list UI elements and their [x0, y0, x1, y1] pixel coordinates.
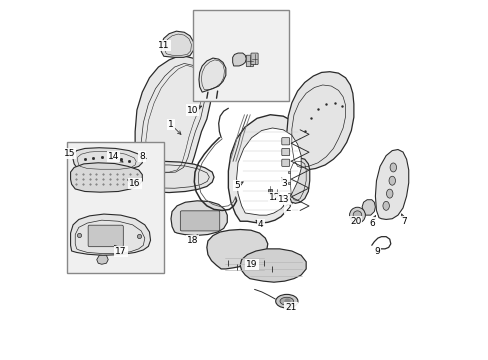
Text: 4: 4: [257, 220, 263, 229]
Polygon shape: [375, 149, 408, 220]
Circle shape: [349, 207, 365, 223]
FancyBboxPatch shape: [67, 142, 163, 273]
Text: 14: 14: [108, 152, 119, 161]
Ellipse shape: [389, 163, 396, 172]
Polygon shape: [206, 229, 267, 269]
Ellipse shape: [275, 294, 297, 308]
Ellipse shape: [386, 189, 392, 198]
Circle shape: [352, 211, 361, 220]
Text: 20: 20: [349, 217, 361, 226]
Polygon shape: [129, 161, 214, 193]
FancyBboxPatch shape: [281, 159, 289, 166]
Polygon shape: [97, 255, 108, 264]
Polygon shape: [286, 158, 309, 203]
Text: 12: 12: [269, 193, 280, 202]
FancyBboxPatch shape: [281, 148, 289, 156]
Text: 11: 11: [158, 41, 169, 50]
Text: 7: 7: [400, 217, 406, 226]
Text: 2: 2: [285, 204, 290, 213]
Text: 9: 9: [373, 247, 379, 256]
Text: 1: 1: [168, 120, 174, 129]
FancyBboxPatch shape: [88, 225, 123, 247]
Polygon shape: [362, 200, 375, 215]
Polygon shape: [286, 72, 353, 170]
Ellipse shape: [388, 176, 395, 185]
Polygon shape: [171, 201, 227, 235]
FancyBboxPatch shape: [192, 10, 289, 101]
FancyBboxPatch shape: [246, 55, 253, 67]
Text: 15: 15: [63, 149, 75, 158]
Polygon shape: [70, 214, 150, 255]
Text: 19: 19: [245, 260, 257, 269]
FancyBboxPatch shape: [250, 53, 258, 64]
Ellipse shape: [280, 297, 293, 305]
Text: 13: 13: [277, 195, 288, 204]
Text: 16: 16: [129, 179, 141, 188]
Polygon shape: [240, 249, 305, 282]
Polygon shape: [70, 163, 142, 192]
Text: 8: 8: [139, 152, 145, 161]
Text: 10: 10: [186, 105, 198, 114]
Polygon shape: [228, 115, 308, 223]
Polygon shape: [199, 58, 225, 92]
Text: 17: 17: [115, 247, 126, 256]
Polygon shape: [232, 53, 246, 66]
Polygon shape: [135, 56, 210, 177]
Polygon shape: [161, 31, 193, 57]
Text: 18: 18: [186, 237, 198, 246]
Text: 5: 5: [234, 181, 240, 190]
Text: 3: 3: [281, 179, 286, 188]
Text: 6: 6: [368, 219, 374, 228]
FancyBboxPatch shape: [281, 138, 289, 145]
Text: 21: 21: [285, 303, 296, 312]
Ellipse shape: [382, 201, 388, 210]
FancyBboxPatch shape: [180, 211, 219, 231]
Polygon shape: [73, 148, 142, 170]
Polygon shape: [236, 128, 301, 215]
